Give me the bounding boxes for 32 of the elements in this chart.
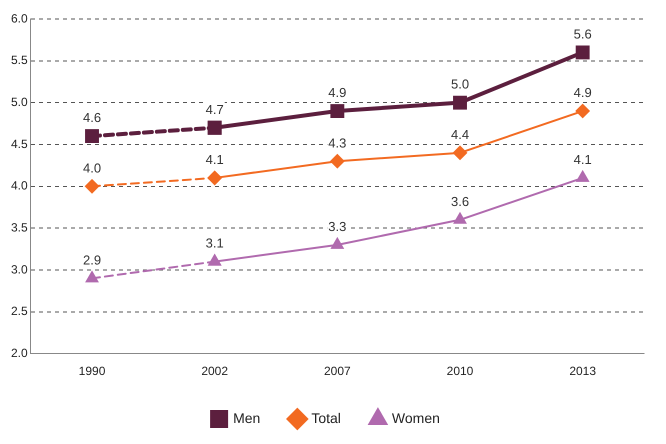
x-tick-label: 2010 [446, 364, 474, 378]
y-tick-label: 4.5 [10, 136, 28, 151]
y-tick-label: 5.5 [10, 53, 28, 68]
data-label: 4.9 [574, 85, 592, 100]
data-label: 5.6 [574, 26, 592, 42]
data-label: 4.6 [82, 110, 102, 126]
data-label: 4.3 [328, 135, 346, 150]
data-label: 4.1 [574, 152, 592, 168]
x-tick-label: 1990 [78, 364, 106, 378]
y-tick-label: 3.5 [10, 220, 28, 234]
x-tick-label: 2013 [569, 364, 596, 378]
data-label: 4.1 [206, 152, 224, 168]
y-tick-label: 2.0 [10, 346, 28, 360]
data-label: 3.3 [328, 218, 346, 234]
data-label: 3.1 [206, 236, 224, 251]
data-label: 3.6 [450, 194, 470, 209]
x-tick-label: 2007 [324, 364, 352, 378]
legend-label: Men [233, 410, 260, 426]
x-tick-label: 2002 [201, 364, 228, 378]
data-label: 4.7 [206, 102, 224, 117]
data-label: 4.4 [450, 126, 470, 142]
y-tick-label: 6.0 [10, 11, 28, 26]
data-label: 4.9 [328, 85, 346, 100]
data-label: 2.9 [82, 252, 102, 268]
y-tick-label: 4.0 [10, 178, 28, 193]
y-tick-label: 5.0 [10, 94, 28, 109]
y-tick-label: 3.0 [10, 262, 28, 276]
data-label: 5.0 [450, 76, 470, 92]
y-tick-label: 2.5 [10, 304, 28, 318]
data-label: 4.0 [82, 160, 102, 176]
legend-label: Women [392, 410, 440, 426]
legend-label: Total [311, 410, 341, 426]
